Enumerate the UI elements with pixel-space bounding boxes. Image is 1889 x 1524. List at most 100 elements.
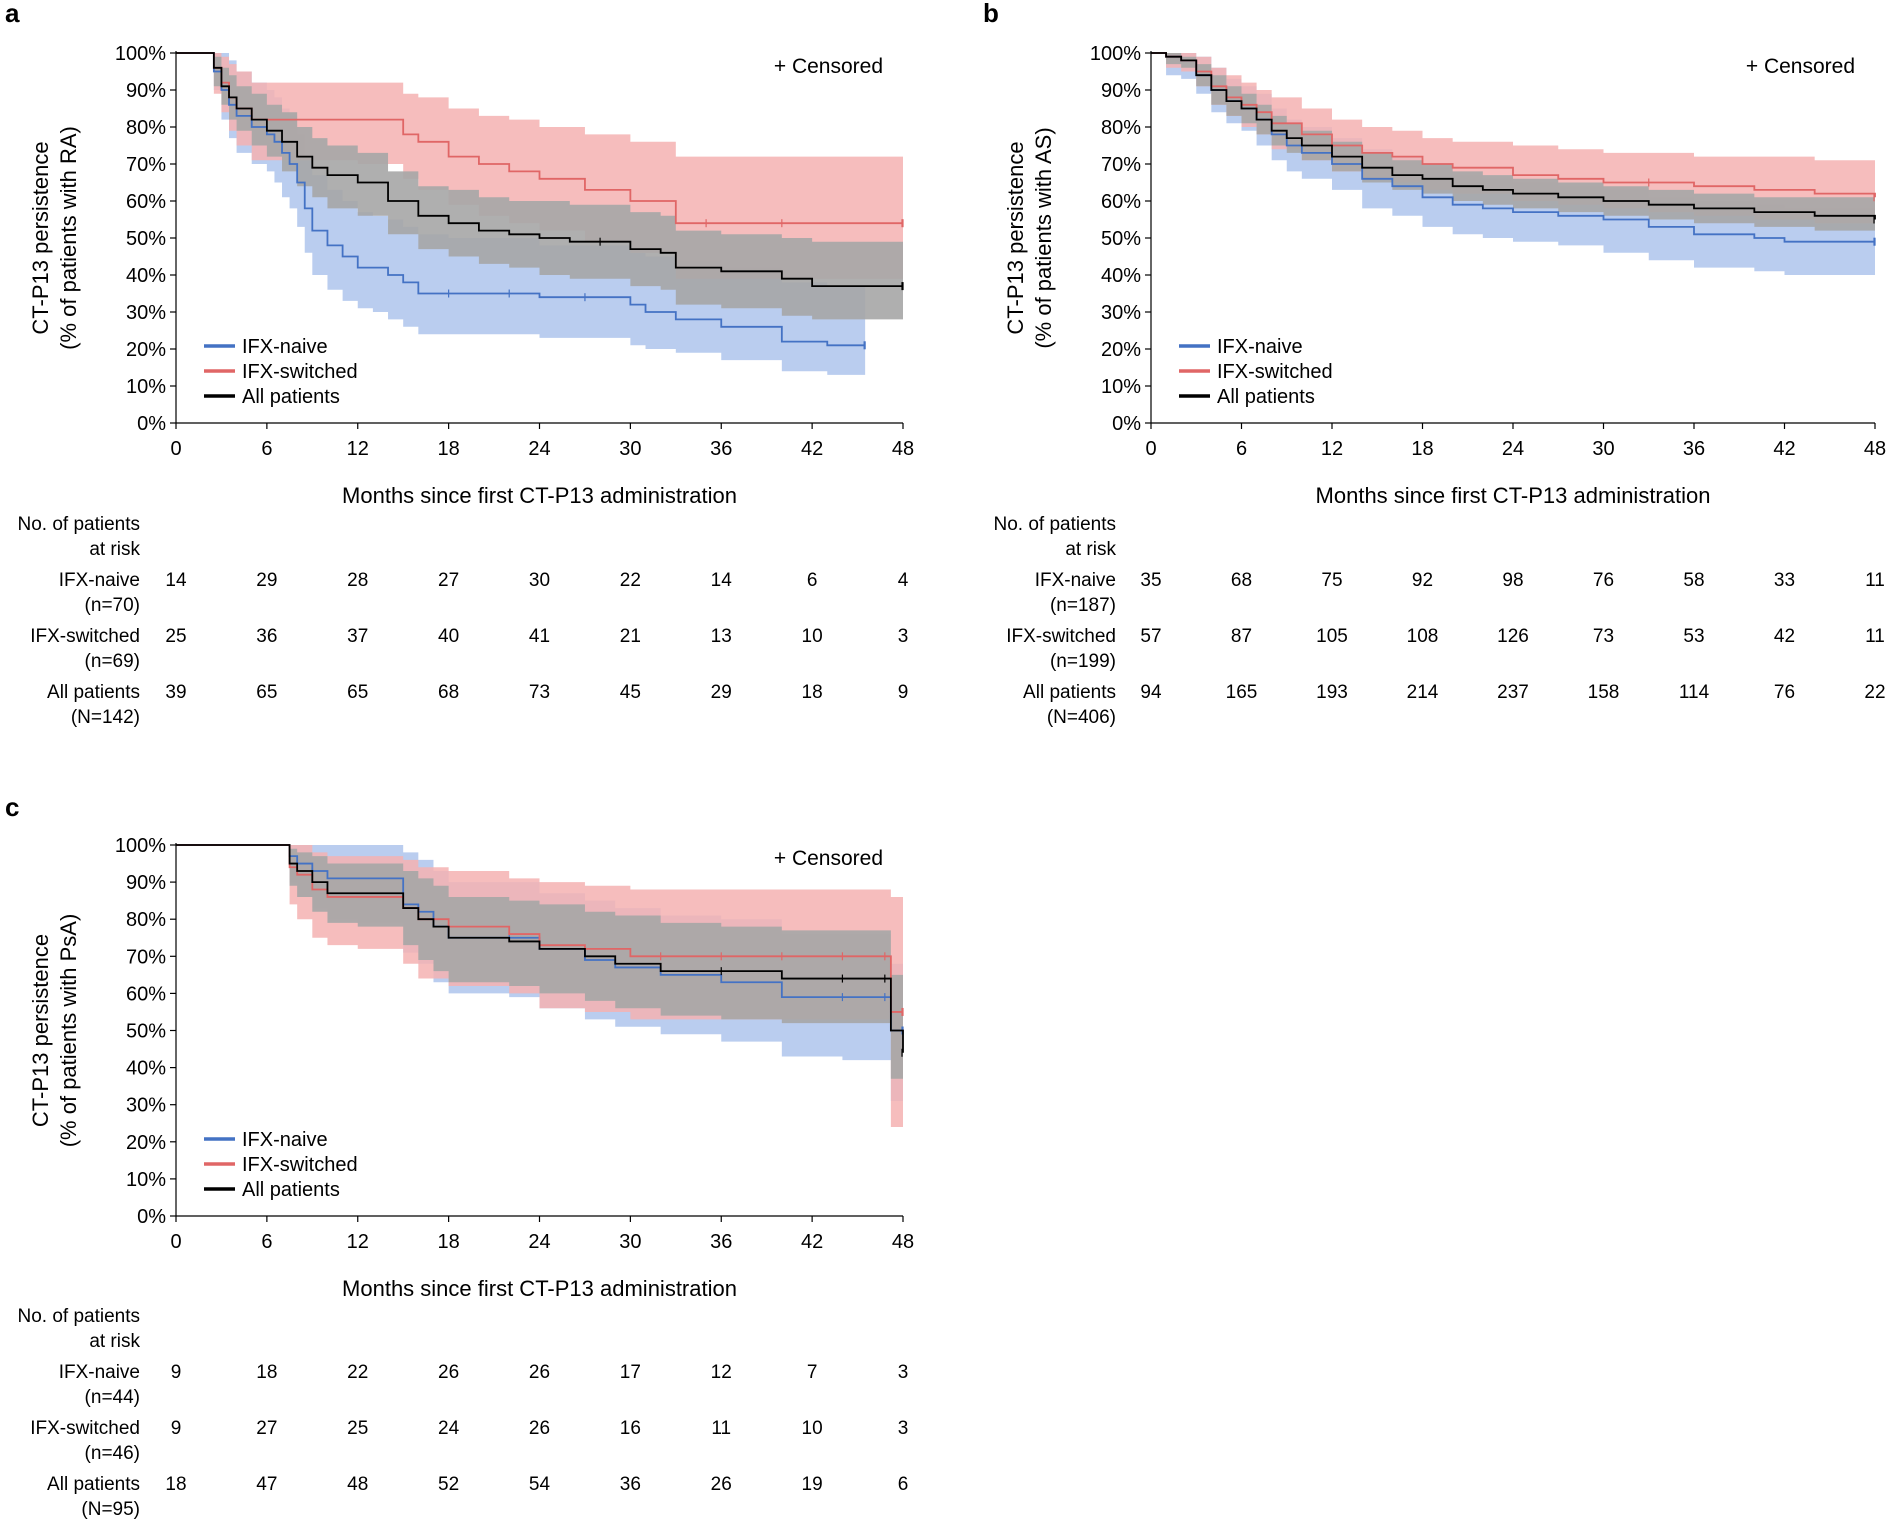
y-tick-label: 80% xyxy=(126,117,166,139)
y-tick-label: 60% xyxy=(1101,191,1141,213)
ci-band-all-patients xyxy=(176,53,903,320)
y-tick-label: 30% xyxy=(1101,302,1141,324)
risk-row-label: All patients xyxy=(1023,682,1116,703)
risk-row-n: (n=70) xyxy=(85,595,140,616)
risk-header-line2: at risk xyxy=(1065,539,1116,560)
risk-cell: 22 xyxy=(620,570,641,591)
risk-cell: 14 xyxy=(165,570,187,591)
chart-panel-b: b 0% 10% 20% 30% 40% 50% 60% 70% 80% 90% 100% 0 6 12 18… xyxy=(983,0,1886,728)
risk-cell: 27 xyxy=(438,570,459,591)
y-tick-label: 60% xyxy=(126,983,166,1005)
risk-cell: 9 xyxy=(171,1418,182,1439)
risk-cell: 45 xyxy=(620,682,641,703)
risk-cell: 76 xyxy=(1593,570,1614,591)
x-tick-label: 36 xyxy=(710,438,732,460)
risk-row-n: (N=142) xyxy=(71,707,140,728)
x-tick-label: 0 xyxy=(170,1231,181,1253)
risk-cell: 65 xyxy=(347,682,368,703)
legend-label: IFX-switched xyxy=(242,361,358,383)
risk-cell: 126 xyxy=(1497,626,1529,647)
x-tick-label: 12 xyxy=(347,438,369,460)
x-tick-label: 18 xyxy=(1411,438,1433,460)
y-tick-label: 0% xyxy=(137,413,166,435)
y-tick-label: 90% xyxy=(126,872,166,894)
risk-row-label: IFX-switched xyxy=(1006,626,1116,647)
risk-cell: 98 xyxy=(1502,570,1523,591)
risk-cell: 76 xyxy=(1774,682,1795,703)
x-tick-label: 30 xyxy=(619,1231,641,1253)
x-tick-label: 6 xyxy=(1236,438,1247,460)
risk-cell: 68 xyxy=(438,682,459,703)
x-tick-label: 12 xyxy=(1321,438,1343,460)
risk-cell: 19 xyxy=(802,1474,823,1495)
risk-cell: 105 xyxy=(1316,626,1348,647)
x-tick-label: 36 xyxy=(710,1231,732,1253)
series-line-all-patients xyxy=(176,52,903,287)
risk-cell: 6 xyxy=(898,1474,909,1495)
risk-cell: 25 xyxy=(165,626,186,647)
risk-row-label: IFX-naive xyxy=(59,570,140,591)
risk-cell: 58 xyxy=(1683,570,1704,591)
x-tick-label: 42 xyxy=(1773,438,1795,460)
x-axis-label: Months since first CT-P13 administration xyxy=(342,483,737,508)
risk-cell: 18 xyxy=(256,1362,277,1383)
y-tick-label: 10% xyxy=(126,376,166,398)
risk-row-label: All patients xyxy=(47,1474,140,1495)
panel-label: c xyxy=(5,792,19,822)
risk-cell: 22 xyxy=(347,1362,368,1383)
risk-cell: 94 xyxy=(1140,682,1162,703)
y-tick-label: 0% xyxy=(137,1206,166,1228)
y-tick-label: 40% xyxy=(126,1058,166,1080)
risk-cell: 41 xyxy=(529,626,550,647)
legend-label: IFX-naive xyxy=(242,336,328,358)
risk-cell: 18 xyxy=(165,1474,186,1495)
ci-band-all-patients xyxy=(1151,53,1875,235)
risk-cell: 24 xyxy=(438,1418,460,1439)
risk-cell: 3 xyxy=(898,626,909,647)
risk-cell: 28 xyxy=(347,570,368,591)
y-tick-label: 40% xyxy=(126,265,166,287)
y-tick-label: 90% xyxy=(1101,80,1141,102)
risk-cell: 165 xyxy=(1226,682,1258,703)
risk-row-n: (n=187) xyxy=(1050,595,1116,616)
y-axis-label-line1: CT-P13 persistence xyxy=(28,934,53,1127)
x-tick-label: 12 xyxy=(347,1231,369,1253)
risk-cell: 10 xyxy=(802,626,823,647)
x-axis-label: Months since first CT-P13 administration xyxy=(342,1276,737,1301)
risk-cell: 27 xyxy=(256,1418,277,1439)
y-axis-label-line1: CT-P13 persistence xyxy=(1003,141,1028,334)
x-axis-label: Months since first CT-P13 administration xyxy=(1316,483,1711,508)
risk-header-line1: No. of patients xyxy=(17,1306,140,1327)
x-tick-label: 0 xyxy=(1145,438,1156,460)
risk-cell: 54 xyxy=(529,1474,551,1495)
risk-cell: 57 xyxy=(1140,626,1161,647)
risk-cell: 11 xyxy=(711,1418,731,1439)
x-tick-label: 30 xyxy=(619,438,641,460)
series-line-all-patients xyxy=(1151,52,1876,220)
y-axis-label-line2: (% of patients with PsA) xyxy=(56,914,81,1148)
legend-label: All patients xyxy=(1217,386,1315,408)
risk-cell: 53 xyxy=(1683,626,1704,647)
risk-cell: 30 xyxy=(529,570,550,591)
risk-cell: 39 xyxy=(165,682,186,703)
risk-cell: 14 xyxy=(711,570,733,591)
y-tick-label: 70% xyxy=(1101,154,1141,176)
risk-cell: 17 xyxy=(620,1362,641,1383)
risk-cell: 237 xyxy=(1497,682,1529,703)
risk-cell: 3 xyxy=(898,1362,909,1383)
risk-cell: 6 xyxy=(807,570,818,591)
legend-label: IFX-naive xyxy=(1217,336,1303,358)
ci-band-all-patients xyxy=(176,845,903,1101)
legend-label: All patients xyxy=(242,1179,340,1201)
risk-cell: 7 xyxy=(807,1362,818,1383)
y-tick-label: 70% xyxy=(126,154,166,176)
risk-cell: 47 xyxy=(256,1474,277,1495)
risk-row-label: IFX-switched xyxy=(30,626,140,647)
risk-cell: 193 xyxy=(1316,682,1348,703)
risk-row-n: (N=406) xyxy=(1047,707,1116,728)
risk-row-n: (n=46) xyxy=(85,1443,140,1464)
y-axis-label-line2: (% of patients with RA) xyxy=(56,126,81,350)
risk-cell: 26 xyxy=(438,1362,459,1383)
chart-panel-c: c 0% 10% 20% 30% 40% 50% 60% 70% 80% 90% 100% 0 6 12 18… xyxy=(5,792,914,1520)
risk-cell: 25 xyxy=(347,1418,368,1439)
